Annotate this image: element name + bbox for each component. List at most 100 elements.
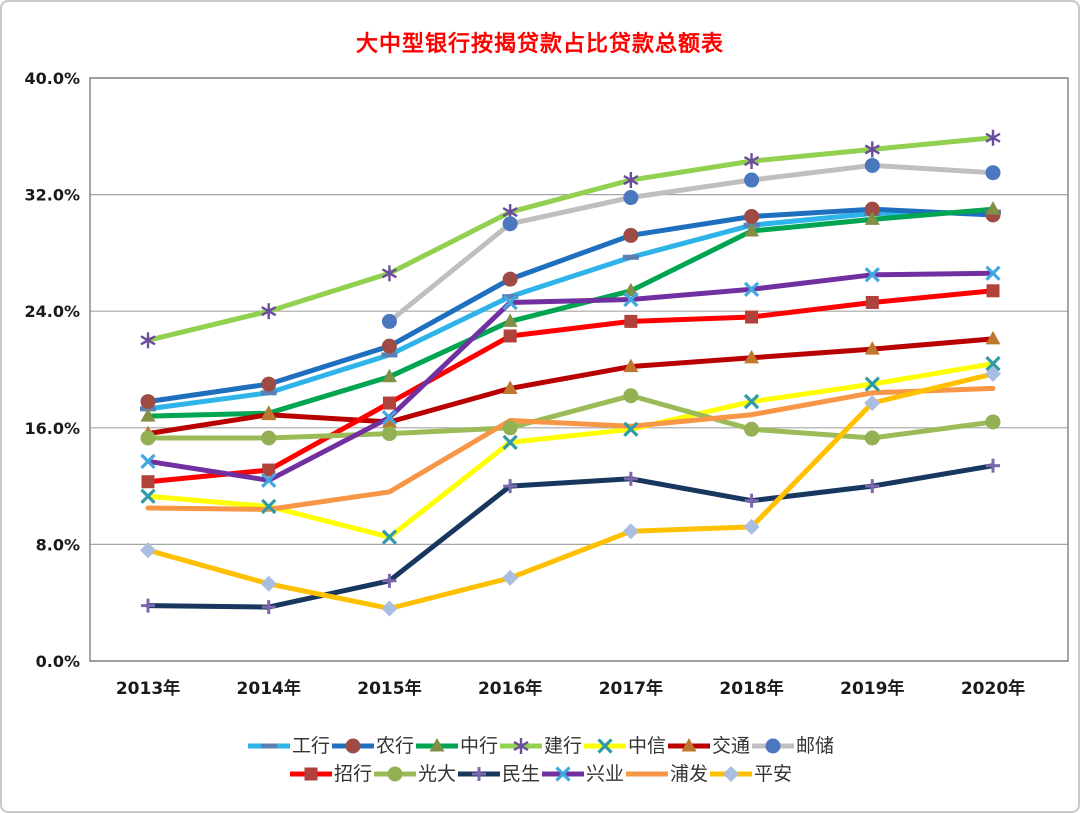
series-marker-circle (744, 172, 760, 188)
legend-item-民生: 民生 (456, 761, 540, 787)
series-marker-circle (387, 766, 403, 782)
chart-legend: 工行 农行 中行 建行 中信 交通 邮储 招行 光大 民生 兴业 浦发 平安 (2, 733, 1078, 787)
series-marker-circle (765, 738, 781, 754)
series-marker-circle (864, 430, 880, 446)
series-marker-x (502, 294, 518, 311)
x-tick-label: 2020年 (961, 678, 1025, 699)
series-marker-circle (261, 430, 277, 446)
legend-row: 招行 光大 民生 兴业 浦发 平安 (288, 761, 792, 787)
legend-label: 民生 (501, 763, 540, 785)
x-tick-label: 2017年 (599, 678, 663, 699)
series-marker-dash (622, 254, 639, 260)
y-tick-label: 32.0% (24, 186, 80, 205)
x-tick-label: 2019年 (840, 678, 904, 699)
legend-item-平安: 平安 (708, 761, 792, 787)
series-marker-circle (345, 738, 361, 754)
series-marker-diamond (864, 395, 881, 412)
series-marker-triangle (864, 211, 880, 225)
legend-key-plus-marker (457, 767, 500, 781)
series-marker-circle (502, 271, 518, 287)
legend-label: 招行 (333, 763, 372, 785)
series-marker-circle (985, 165, 1001, 181)
legend-key-square-marker (289, 767, 332, 781)
series-markers-光大 (140, 388, 1001, 446)
series-marker-x (597, 738, 613, 754)
series-marker-asterisk (623, 174, 639, 186)
series-marker-x (140, 488, 156, 504)
series-marker-asterisk (513, 740, 529, 752)
series-marker-square (304, 767, 318, 781)
legend-label: 农行 (375, 735, 414, 757)
series-marker-triangle (381, 413, 397, 428)
series-marker-x (555, 766, 571, 782)
series-marker-circle (623, 388, 639, 404)
legend-key-triangle-marker (668, 738, 711, 752)
legend-label: 浦发 (670, 763, 709, 785)
legend-key-dash-marker (247, 743, 290, 749)
series-marker-diamond (622, 523, 639, 540)
series-line-平安 (145, 371, 996, 611)
series-marker-x (140, 453, 156, 469)
series-marker-circle (623, 227, 639, 243)
series-marker-asterisk (261, 306, 277, 317)
series-marker-x (381, 409, 398, 426)
series-marker-diamond (140, 542, 156, 559)
series-line-光大 (145, 393, 996, 441)
series-marker-triangle (429, 738, 445, 752)
legend-item-建行: 建行 (498, 733, 582, 759)
series-markers-民生 (141, 458, 1000, 615)
series-marker-x (502, 434, 518, 451)
legend-row: 工行 农行 中行 建行 中信 交通 邮储 (246, 733, 834, 759)
series-markers-农行 (140, 201, 1001, 410)
legend-key-circle-marker (331, 738, 374, 754)
series-marker-x (261, 472, 277, 488)
series-line-工行 (145, 209, 996, 412)
legend-label: 中信 (628, 735, 667, 757)
series-line-交通 (145, 336, 996, 437)
series-marker-asterisk (985, 132, 1001, 143)
legend-label: 中行 (459, 735, 498, 757)
series-marker-dash (381, 352, 398, 358)
series-marker-dash (502, 294, 519, 300)
series-marker-square (986, 284, 1000, 298)
series-marker-square (624, 314, 638, 328)
series-marker-triangle (140, 408, 156, 422)
series-line-浦发 (145, 385, 996, 512)
series-line-中行 (145, 206, 996, 419)
legend-key-circle-marker (752, 738, 795, 754)
legend-label: 邮储 (796, 735, 835, 757)
legend-label: 工行 (291, 735, 330, 757)
series-marker-diamond (260, 575, 277, 592)
series-marker-triangle (744, 223, 760, 237)
legend-key-triangle-marker (415, 738, 458, 752)
series-marker-x (864, 376, 880, 392)
series-marker-x (261, 498, 277, 515)
y-tick-label: 40.0% (24, 69, 80, 88)
series-marker-circle (864, 157, 880, 173)
series-marker-triangle (502, 313, 518, 327)
chart-title: 大中型银行按揭贷款占比贷款总额表 (355, 31, 724, 57)
legend-item-农行: 农行 (330, 733, 414, 759)
series-marker-circle (502, 216, 518, 232)
series-marker-diamond (723, 766, 740, 782)
series-line-邮储 (386, 162, 996, 324)
series-marker-triangle (681, 738, 697, 752)
series-marker-square (865, 295, 879, 309)
legend-label: 兴业 (586, 763, 625, 785)
legend-item-工行: 工行 (246, 733, 330, 759)
series-marker-x (985, 265, 1001, 281)
legend-item-招行: 招行 (288, 761, 372, 787)
series-marker-asterisk (743, 156, 760, 167)
series-line-农行 (145, 206, 996, 405)
series-marker-diamond (743, 518, 760, 535)
legend-label: 平安 (754, 763, 793, 785)
series-marker-square (745, 310, 759, 324)
legend-key-asterisk-marker (499, 738, 542, 754)
series-marker-x (381, 529, 398, 545)
series-line-中信 (145, 361, 996, 540)
legend-item-交通: 交通 (666, 733, 750, 759)
series-marker-circle (864, 201, 880, 217)
series-markers-平安 (140, 365, 1001, 617)
series-marker-circle (261, 376, 277, 392)
series-marker-triangle (623, 358, 639, 373)
